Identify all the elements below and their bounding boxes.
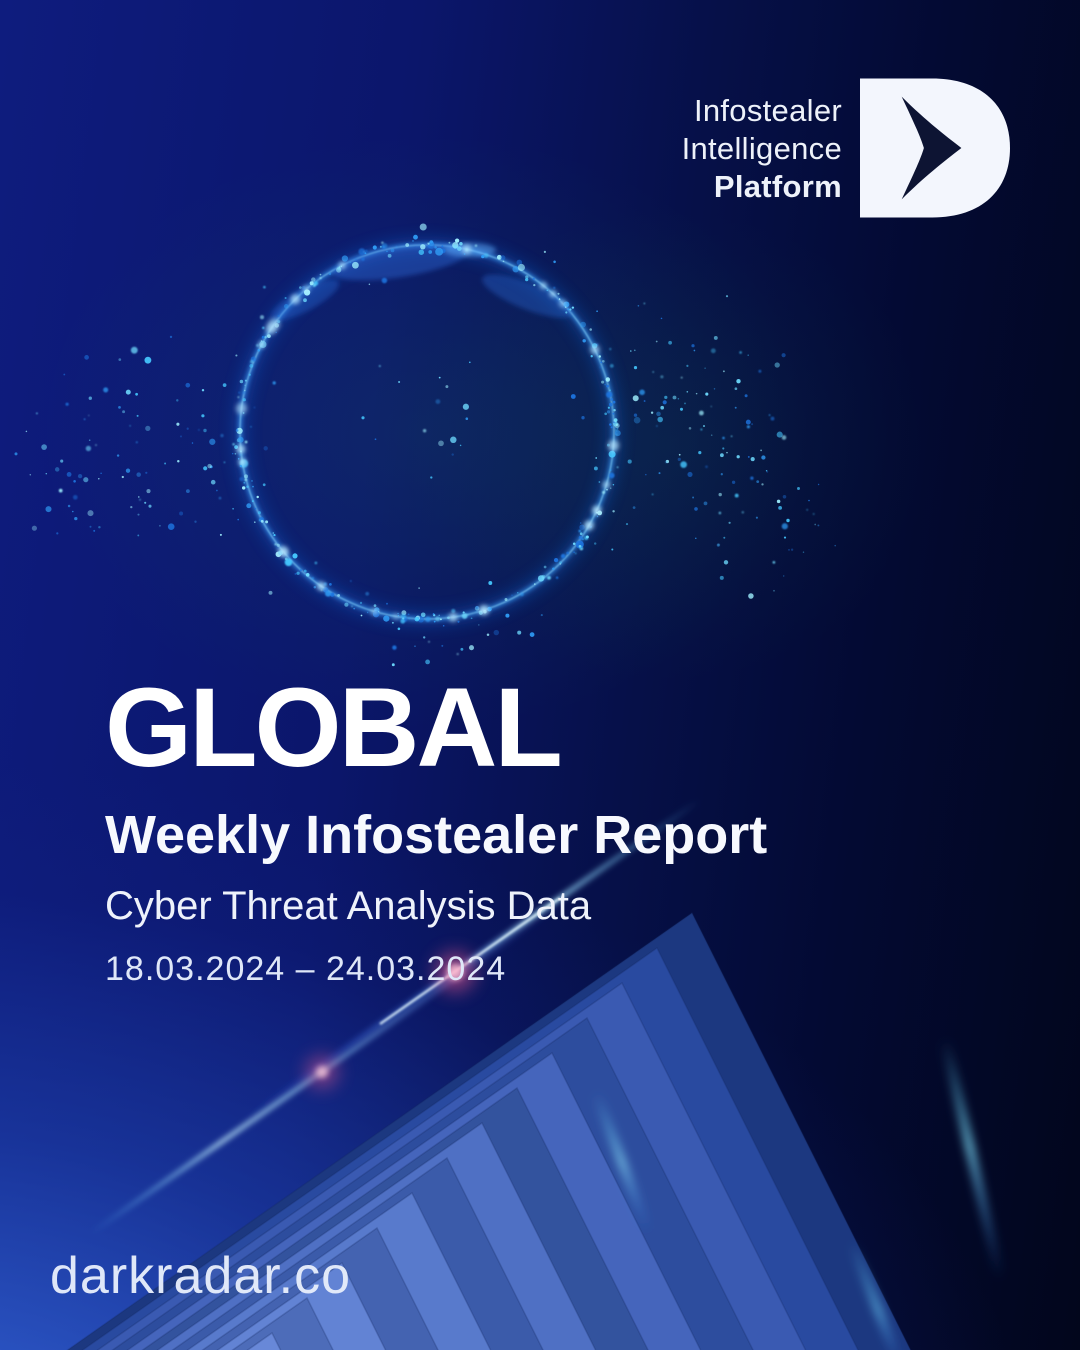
brand-wordmark: Infostealer Intelligence Platform bbox=[682, 92, 842, 206]
report-date-range: 18.03.2024 – 24.03.2024 bbox=[105, 950, 507, 988]
brand-lockup: Infostealer Intelligence Platform bbox=[682, 78, 1010, 218]
website-url: darkradar.co bbox=[50, 1247, 352, 1305]
footer: darkradar.co bbox=[50, 1246, 351, 1306]
brand-line-1: Infostealer bbox=[693, 93, 842, 128]
report-scope-title: GLOBAL bbox=[105, 665, 563, 790]
headline-block: GLOBAL Weekly Infostealer Report Cyber T… bbox=[105, 665, 768, 988]
d-arrow-logo-icon bbox=[860, 78, 1010, 218]
brand-line-2: Intelligence bbox=[681, 131, 842, 166]
report-subtitle: Cyber Threat Analysis Data bbox=[105, 884, 592, 928]
brand-line-3: Platform bbox=[713, 169, 842, 204]
report-title: Weekly Infostealer Report bbox=[105, 805, 768, 865]
